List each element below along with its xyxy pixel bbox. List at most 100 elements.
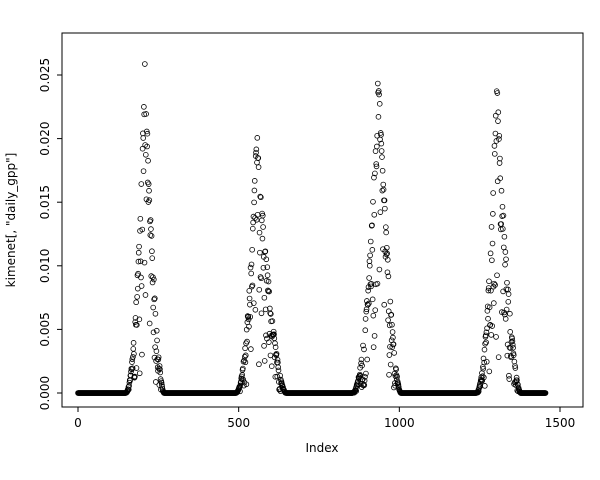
data-point bbox=[268, 363, 275, 369]
data-point bbox=[502, 249, 509, 255]
data-point bbox=[506, 376, 513, 382]
data-point bbox=[353, 388, 360, 394]
data-point bbox=[258, 310, 265, 317]
data-point bbox=[383, 244, 390, 251]
data-point bbox=[488, 332, 495, 338]
data-point bbox=[130, 354, 136, 360]
data-point bbox=[250, 219, 256, 226]
data-point bbox=[369, 247, 376, 253]
data-point bbox=[369, 222, 375, 229]
data-point bbox=[481, 374, 487, 381]
plot-frame-box bbox=[61, 32, 584, 408]
data-point bbox=[378, 148, 385, 154]
data-point bbox=[386, 372, 392, 378]
y-tick-label: 0.025 bbox=[38, 58, 52, 92]
data-point bbox=[147, 232, 154, 238]
data-point bbox=[507, 329, 513, 335]
data-point bbox=[269, 318, 276, 324]
data-point bbox=[482, 332, 489, 339]
data-point bbox=[134, 285, 141, 292]
data-point bbox=[141, 104, 147, 110]
data-point bbox=[483, 358, 490, 365]
data-point bbox=[247, 301, 253, 308]
data-point bbox=[242, 345, 248, 352]
data-point bbox=[249, 282, 256, 289]
data-point bbox=[129, 359, 135, 365]
data-point bbox=[150, 329, 157, 336]
x-tick-label: 1000 bbox=[384, 416, 415, 430]
data-point bbox=[378, 140, 385, 147]
data-point bbox=[375, 88, 382, 94]
data-point bbox=[138, 274, 144, 281]
data-point bbox=[260, 224, 266, 230]
data-point bbox=[491, 300, 497, 306]
data-point bbox=[377, 209, 384, 215]
data-point bbox=[138, 181, 145, 187]
data-point bbox=[255, 155, 262, 161]
data-point bbox=[262, 248, 269, 255]
data-point bbox=[487, 250, 494, 257]
data-point bbox=[384, 250, 390, 257]
data-point bbox=[369, 296, 376, 303]
data-point bbox=[139, 226, 146, 233]
data-point bbox=[138, 283, 145, 289]
data-point bbox=[253, 149, 259, 156]
data-point bbox=[255, 164, 262, 170]
data-point bbox=[381, 197, 388, 204]
data-point bbox=[486, 368, 493, 375]
data-point bbox=[371, 333, 378, 339]
data-point bbox=[387, 298, 394, 305]
data-point bbox=[488, 287, 494, 294]
data-point bbox=[254, 135, 261, 141]
data-point bbox=[133, 365, 140, 371]
data-point bbox=[483, 339, 489, 346]
data-point bbox=[393, 366, 399, 373]
data-point bbox=[140, 168, 147, 174]
data-point bbox=[512, 363, 518, 369]
data-point bbox=[377, 130, 384, 136]
data-point bbox=[144, 143, 150, 150]
data-point bbox=[275, 364, 281, 371]
data-point bbox=[542, 390, 549, 396]
data-point bbox=[507, 310, 513, 317]
data-point bbox=[503, 306, 510, 313]
data-point bbox=[134, 322, 140, 328]
data-point bbox=[259, 235, 266, 242]
data-point bbox=[383, 229, 389, 236]
data-point bbox=[379, 167, 386, 174]
data-point bbox=[360, 381, 367, 388]
data-point bbox=[129, 365, 136, 372]
data-point bbox=[505, 291, 512, 297]
data-point bbox=[506, 372, 512, 379]
data-point bbox=[390, 341, 397, 348]
data-point bbox=[480, 365, 487, 372]
data-point bbox=[364, 356, 371, 363]
data-point bbox=[275, 367, 282, 374]
data-point bbox=[382, 205, 388, 212]
data-point bbox=[386, 322, 393, 329]
data-point bbox=[141, 259, 148, 266]
data-point bbox=[506, 344, 513, 351]
data-point bbox=[237, 382, 244, 389]
data-point bbox=[503, 256, 509, 263]
data-point bbox=[156, 363, 163, 369]
data-point bbox=[142, 61, 148, 67]
data-point bbox=[383, 251, 390, 258]
data-point bbox=[153, 327, 160, 334]
data-point bbox=[252, 307, 259, 313]
data-point bbox=[496, 160, 503, 166]
data-point bbox=[386, 352, 393, 358]
data-point bbox=[265, 278, 272, 285]
data-point bbox=[137, 215, 144, 222]
data-point bbox=[490, 190, 496, 196]
data-point bbox=[511, 358, 518, 365]
y-tick-label: 0.000 bbox=[38, 376, 52, 410]
data-point bbox=[376, 91, 382, 98]
data-point bbox=[389, 329, 396, 335]
data-point bbox=[263, 332, 269, 339]
data-point bbox=[251, 199, 257, 206]
data-point bbox=[149, 279, 156, 286]
data-point bbox=[499, 226, 506, 232]
data-point bbox=[143, 152, 149, 158]
